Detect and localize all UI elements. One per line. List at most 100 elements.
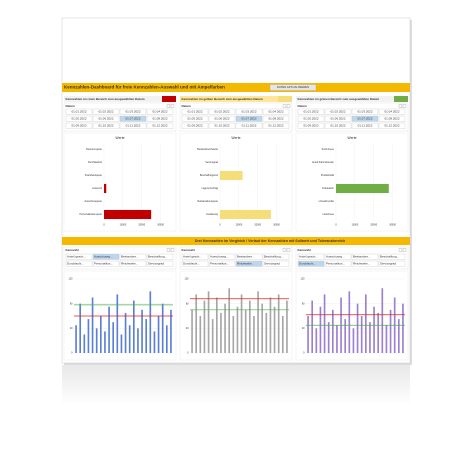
slicer-item[interactable] [378,108,406,115]
slicer-item-label[interactable]: 01.05.2022 [71,117,86,121]
slicer-item[interactable] [262,253,290,260]
slicer-item[interactable] [146,108,174,115]
clear-icon[interactable] [402,104,407,108]
slicer-item-label[interactable]: Ausschussq... [94,255,113,259]
slicer-item-label[interactable]: Bestandsre... [121,255,139,259]
slicer-item-label[interactable]: 01.09.2022 [187,124,202,128]
slicer-item-label[interactable]: Personalkos... [94,262,113,266]
slicer-item-label[interactable]: Anteil gesch... [67,255,86,259]
slicer-item-label[interactable]: 01.04.2022 [384,110,399,114]
slicer-item-label[interactable]: Bestandsre... [237,255,255,259]
slicer-item[interactable] [92,115,120,122]
slicer-item[interactable] [146,260,174,267]
slicer-item-label[interactable]: Personalkos... [210,262,229,266]
slicer-item-label[interactable]: 01.02.2022 [330,110,345,114]
slicer-item-label[interactable]: 01.08.2022 [152,117,167,121]
slicer-item-label[interactable]: Servicegrad [380,262,396,266]
slicer-item[interactable] [146,115,174,122]
slicer-item-label[interactable]: Reichweite... [121,262,138,266]
clear-icon[interactable] [286,104,291,108]
slicer-item-label[interactable]: 01.03.2022 [241,110,256,114]
slicer-item-label[interactable]: Personalkos... [326,262,345,266]
slicer-item-label[interactable]: Durchlaufz... [299,262,316,266]
slicer-item[interactable] [262,260,290,267]
clear-icon[interactable] [170,248,175,252]
slicer-item-label[interactable]: 01.11.2022 [242,124,257,128]
slicer-item-label[interactable]: Durchlaufz... [67,262,84,266]
slicer-item[interactable] [119,108,147,115]
slicer-item-label[interactable]: 01.12.2022 [152,124,167,128]
slicer-item[interactable] [351,260,379,267]
slicer-item-label[interactable]: Beschaffung... [264,255,283,259]
slicer-item-label[interactable]: 01.08.2022 [268,117,283,121]
slicer-item[interactable] [378,122,406,129]
slicer-item[interactable] [119,115,147,122]
slicer-item[interactable] [65,108,93,115]
slicer-item[interactable] [297,108,325,115]
slicer-item-label[interactable]: 01.12.2022 [384,124,399,128]
slicer-item-label[interactable]: Ausschussq... [210,255,229,259]
slicer-item[interactable] [297,122,325,129]
slicer-item[interactable] [92,253,120,260]
clear-icon[interactable] [402,248,407,252]
slicer-item-label[interactable]: Bestandsre... [353,255,371,259]
slicer-item-label[interactable]: 01.07.2022 [357,117,372,121]
slicer-item[interactable] [119,260,147,267]
slicer-item-label[interactable]: Anteil gesch... [183,255,202,259]
slicer-item[interactable] [351,108,379,115]
slicer-item[interactable] [208,108,236,115]
slicer-item-label[interactable]: Beschaffung... [148,255,167,259]
slicer-item-label[interactable]: 01.09.2022 [71,124,86,128]
filter-icon[interactable] [166,104,171,108]
slicer-item-label[interactable]: Ausschussq... [326,255,345,259]
slicer-item[interactable] [378,253,406,260]
slicer-item-label[interactable]: 01.06.2022 [214,117,229,121]
slicer-item[interactable] [146,253,174,260]
slicer-item-label[interactable]: 01.02.2022 [98,110,113,114]
slicer-item[interactable] [181,122,209,129]
slicer-item-label[interactable]: 01.06.2022 [330,117,345,121]
filter-icon[interactable] [282,248,287,252]
filter-icon[interactable] [282,104,287,108]
slicer-item[interactable] [235,115,263,122]
slicer-item[interactable] [324,115,352,122]
slicer-item-label[interactable]: 01.04.2022 [152,110,167,114]
slicer-item-label[interactable]: 01.09.2022 [303,124,318,128]
slicer-item[interactable] [297,260,325,267]
slicer-item[interactable] [119,253,147,260]
filter-icon[interactable] [166,248,171,252]
slicer-item[interactable] [92,108,120,115]
slicer-item-label[interactable]: Reichweite... [237,262,254,266]
slicer-item[interactable] [119,122,147,129]
slicer-item-label[interactable]: 01.10.2022 [98,124,113,128]
slicer-item[interactable] [297,253,325,260]
slicer-item-label[interactable]: 01.01.2022 [303,110,318,114]
slicer-item[interactable] [262,122,290,129]
slicer-item-label[interactable]: 01.04.2022 [268,110,283,114]
slicer-item-label[interactable]: 01.11.2022 [126,124,141,128]
slicer-item-label[interactable]: Beschaffung... [380,255,399,259]
refresh-button[interactable] [269,84,317,91]
slicer-item[interactable] [235,253,263,260]
slicer-item-label[interactable]: 01.03.2022 [357,110,372,114]
slicer-item[interactable] [324,108,352,115]
slicer-item[interactable] [235,108,263,115]
clear-icon[interactable] [170,104,175,108]
slicer-item[interactable] [262,115,290,122]
slicer-item-label[interactable]: 01.11.2022 [358,124,373,128]
slicer-item[interactable] [181,115,209,122]
slicer-item[interactable] [378,260,406,267]
filter-icon[interactable] [398,104,403,108]
slicer-item-label[interactable]: Anteil gesch... [299,255,318,259]
slicer-item[interactable] [324,260,352,267]
slicer-item[interactable] [351,253,379,260]
slicer-item-label[interactable]: 01.12.2022 [268,124,283,128]
slicer-item[interactable] [351,122,379,129]
slicer-item[interactable] [262,108,290,115]
slicer-item[interactable] [181,108,209,115]
slicer-item[interactable] [208,253,236,260]
slicer-item[interactable] [235,260,263,267]
slicer-item[interactable] [181,260,209,267]
slicer-item-label[interactable]: 01.10.2022 [330,124,345,128]
slicer-item[interactable] [65,122,93,129]
